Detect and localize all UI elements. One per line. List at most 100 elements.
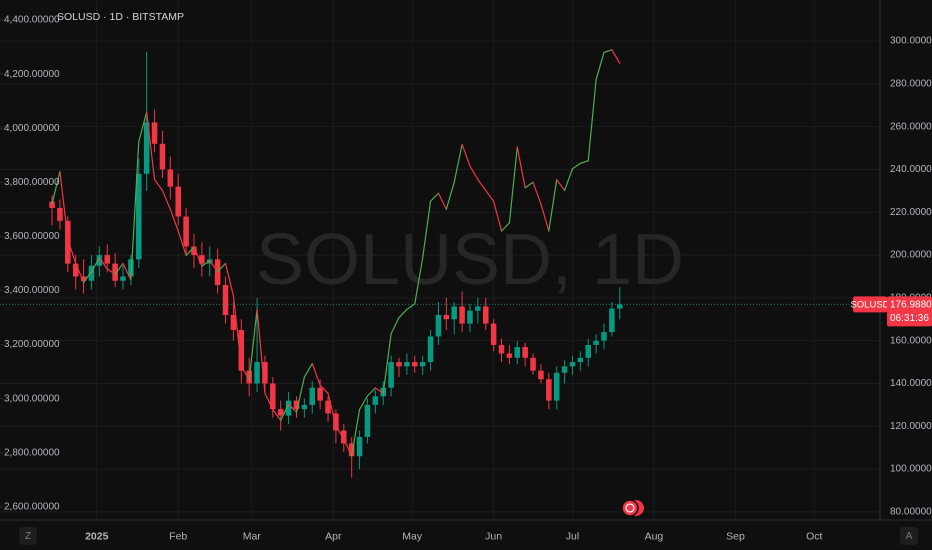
line-segment (138, 111, 148, 143)
y-tick-label: 3,200.00000 (4, 339, 60, 350)
line-segment (272, 408, 282, 421)
candle-body (301, 404, 308, 410)
watermark: SOLUSD, 1D (256, 220, 684, 300)
auto-button[interactable]: A (900, 527, 918, 545)
line-segment (571, 162, 581, 170)
x-tick-label: May (402, 530, 423, 542)
y-tick-label: 4,400.00000 (4, 15, 60, 26)
event-icon[interactable] (621, 499, 644, 517)
candle-body (569, 362, 576, 367)
line-segment (556, 178, 566, 192)
candle-body (317, 387, 323, 401)
y-tick-label: 3,600.00000 (4, 231, 60, 242)
x-tick-label: Jul (566, 530, 579, 542)
line-segment (358, 395, 369, 411)
x-tick-label: Aug (645, 530, 664, 542)
candle-body (96, 255, 103, 266)
line-segment (82, 270, 93, 283)
line-segment (429, 192, 440, 202)
line-segment (366, 387, 376, 397)
candle-body (404, 362, 410, 367)
line-segment (422, 200, 432, 259)
y2-tick-label: 240.00000 (890, 164, 932, 175)
line-segment (75, 262, 85, 283)
candle-body (475, 306, 481, 311)
candle-body (214, 259, 221, 286)
candle-body (254, 362, 260, 384)
line-segment (540, 203, 550, 232)
y2-tick-label: 160.00000 (890, 335, 932, 346)
candle-body (277, 409, 284, 416)
candle-body (372, 396, 379, 405)
candle-body (419, 362, 426, 367)
candle-body (49, 201, 55, 208)
auto-button-box (900, 527, 918, 545)
line-segment (224, 262, 235, 297)
candle-body (120, 276, 126, 281)
candle-body (514, 347, 521, 358)
candle-body (128, 259, 134, 277)
line-segment (453, 143, 463, 183)
y2-tick-label: 80.00000 (890, 507, 932, 518)
line-segment (437, 192, 447, 210)
line-segment (280, 403, 290, 421)
candle-body (435, 314, 442, 337)
line-segment (595, 51, 605, 81)
line-segment (232, 295, 242, 367)
candle-body (617, 304, 623, 309)
candle-body (427, 336, 434, 363)
line-segment (579, 160, 589, 164)
candle-body (238, 329, 245, 371)
line-segment (343, 438, 353, 457)
candle-body (72, 263, 79, 277)
y-tick-label: 3,000.00000 (4, 393, 60, 404)
candle-body (136, 173, 142, 260)
line-segment (177, 230, 187, 256)
line-segment (311, 362, 321, 386)
candle-body (356, 436, 363, 457)
candle-body (341, 430, 347, 444)
candle-body (183, 216, 189, 247)
event-icon-front (621, 499, 639, 517)
y2-tick-label: 200.00000 (890, 250, 932, 261)
zoom-button[interactable]: Z (19, 527, 37, 545)
candle-body (498, 344, 505, 354)
candle-body (388, 362, 394, 388)
line-segment (516, 146, 526, 189)
x-tick-label: Jun (485, 530, 502, 542)
x-tick-label: Sep (726, 530, 745, 542)
line-segment (130, 141, 140, 281)
x-tick-label: Mar (243, 530, 262, 542)
zoom-button-label: Z (25, 531, 31, 542)
line-segment (256, 308, 266, 394)
line-segment (611, 49, 621, 64)
candle-body (65, 220, 71, 264)
candle-body (593, 340, 599, 345)
line-segment (193, 246, 203, 267)
line-segment (587, 78, 597, 162)
line-segment (485, 189, 495, 202)
candle-body (561, 366, 568, 373)
line-segment (563, 168, 574, 192)
line-segment (414, 257, 424, 305)
symbol-tag-box (853, 296, 887, 313)
line-segment (303, 362, 313, 378)
y-tick-label: 3,400.00000 (4, 285, 60, 296)
line-segment (477, 178, 487, 192)
candle-body (80, 276, 87, 281)
y-tick-label: 2,600.00000 (4, 502, 60, 513)
line-segment (59, 170, 69, 240)
line-segment (524, 181, 534, 189)
y2-tick-label: 220.00000 (890, 207, 932, 218)
y2-tick-label: 120.00000 (890, 421, 932, 432)
candle-body (546, 379, 552, 401)
line-segment (106, 268, 116, 275)
line-segment (603, 49, 613, 54)
line-segment (288, 403, 298, 413)
y2-tick-label: 140.00000 (890, 378, 932, 389)
line-segment (248, 308, 258, 381)
candle-body (490, 323, 497, 345)
candle-body (112, 263, 118, 281)
